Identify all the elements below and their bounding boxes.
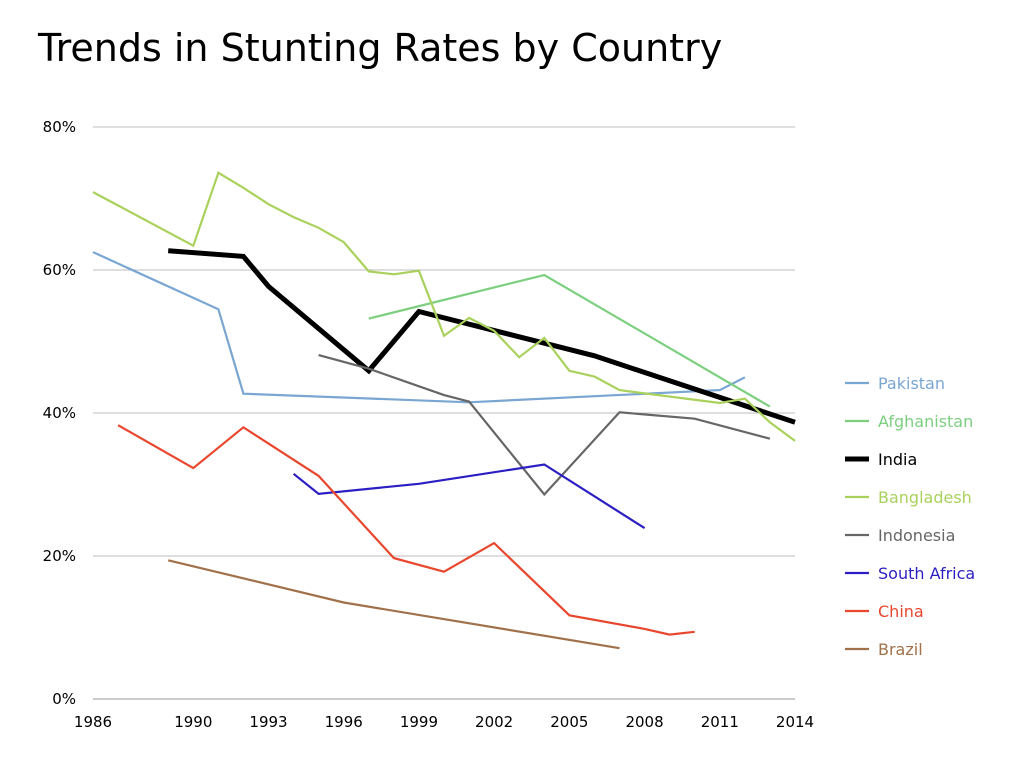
x-tick-label: 2008 xyxy=(625,713,663,731)
series-line-bangladesh xyxy=(92,171,796,442)
series-line-brazil xyxy=(167,559,620,650)
legend-label: Bangladesh xyxy=(878,488,972,507)
x-tick-label: 2011 xyxy=(701,713,739,731)
y-tick-label: 0% xyxy=(52,690,76,708)
legend-label: Afghanistan xyxy=(878,412,973,431)
x-tick-label: 1993 xyxy=(249,713,287,731)
x-tick-label: 1999 xyxy=(400,713,438,731)
legend: Pakistan Afghanistan India Bangladesh Indone… xyxy=(845,374,975,659)
series-line-south-africa xyxy=(292,463,646,530)
series-line-afghanistan xyxy=(368,273,771,408)
legend-label: India xyxy=(878,450,917,469)
series-lines xyxy=(92,171,796,650)
x-axis-ticks: 1986 1990 1993 1996 1999 2002 2005 2008 2011 2014 xyxy=(74,713,814,731)
chart-title: Trends in Stunting Rates by Country xyxy=(38,26,723,70)
legend-label: Pakistan xyxy=(878,374,945,393)
y-tick-label: 60% xyxy=(43,261,76,279)
series-line-india xyxy=(168,248,796,425)
legend-label: South Africa xyxy=(878,564,975,583)
y-tick-label: 20% xyxy=(43,547,76,565)
x-tick-label: 2005 xyxy=(550,713,588,731)
legend-label: Indonesia xyxy=(878,526,955,545)
series-line-pakistan xyxy=(92,251,746,404)
legend-label: Brazil xyxy=(878,640,923,659)
y-tick-label: 80% xyxy=(43,118,76,136)
x-tick-label: 2002 xyxy=(475,713,513,731)
x-tick-label: 2014 xyxy=(776,713,814,731)
series-line-china xyxy=(117,424,695,636)
x-tick-label: 1996 xyxy=(325,713,363,731)
x-tick-label: 1990 xyxy=(174,713,212,731)
grid-lines xyxy=(93,126,795,700)
x-tick-label: 1986 xyxy=(74,713,112,731)
y-axis-ticks: 0% 20% 40% 60% 80% xyxy=(43,118,76,708)
y-tick-label: 40% xyxy=(43,404,76,422)
series-line-indonesia xyxy=(318,354,771,497)
legend-label: China xyxy=(878,602,924,621)
